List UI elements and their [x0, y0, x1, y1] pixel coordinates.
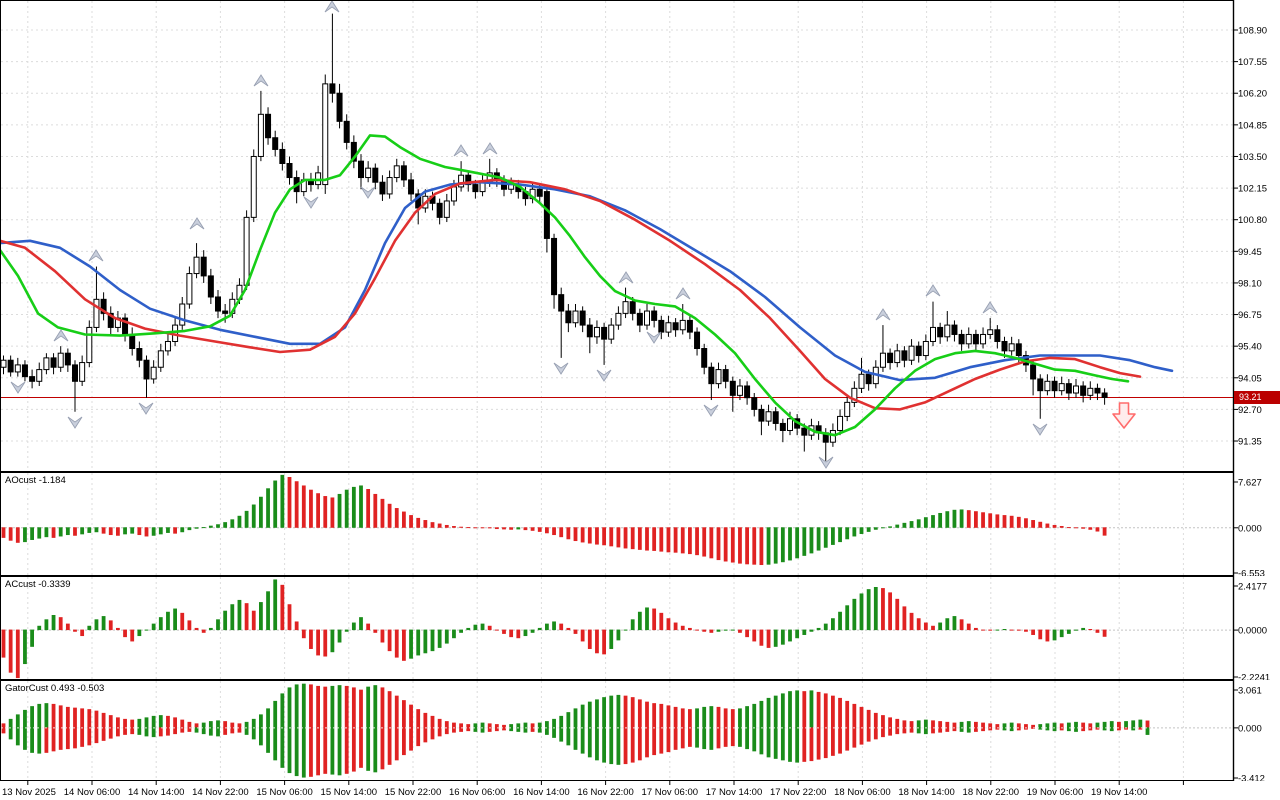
alligator-lips: [0, 134, 1130, 437]
svg-text:94.05: 94.05: [1238, 373, 1262, 384]
fractal-arrows: [10, 0, 1048, 469]
svg-text:19 Nov 06:00: 19 Nov 06:00: [1027, 787, 1084, 798]
svg-text:-2.2241: -2.2241: [1238, 673, 1270, 681]
fractal-down-icon: [67, 416, 83, 429]
price-grid: [1, 1, 1233, 470]
svg-text:100.80: 100.80: [1238, 215, 1267, 226]
GatorCust-histogram: [1, 683, 1150, 778]
fractal-down-icon: [360, 186, 376, 199]
svg-text:15 Nov 22:00: 15 Nov 22:00: [385, 787, 442, 798]
svg-text:18 Nov 06:00: 18 Nov 06:00: [834, 787, 891, 798]
fractal-down-icon: [553, 362, 569, 375]
candles-layer: [0, 13, 1108, 461]
fractal-down-icon: [138, 402, 154, 415]
svg-text:0.000: 0.000: [1238, 523, 1262, 534]
svg-text:107.55: 107.55: [1238, 57, 1267, 68]
svg-text:13 Nov 2025: 13 Nov 2025: [2, 787, 56, 798]
svg-text:14 Nov 06:00: 14 Nov 06:00: [64, 787, 121, 798]
svg-text:17 Nov 06:00: 17 Nov 06:00: [642, 787, 699, 798]
svg-text:17 Nov 14:00: 17 Nov 14:00: [706, 787, 763, 798]
fractal-up-icon: [982, 301, 998, 314]
aocust-indicator-pane[interactable]: 7.627 0.000 -6.553: [0, 472, 1280, 576]
fractal-up-icon: [189, 217, 205, 230]
svg-text:102.15: 102.15: [1238, 184, 1267, 195]
price-axis-labels: 108.90 107.55 106.20 104.85 103.50 102.15 100.…: [1233, 26, 1267, 448]
svg-text:0.0000: 0.0000: [1238, 626, 1267, 637]
svg-text:18 Nov 22:00: 18 Nov 22:00: [963, 787, 1020, 798]
svg-text:17 Nov 22:00: 17 Nov 22:00: [770, 787, 827, 798]
gatorcust-indicator-pane[interactable]: 3.061 0.000 -3.412: [0, 680, 1280, 781]
accust-label: ACcust -0.3339: [5, 579, 71, 590]
svg-text:0.000: 0.000: [1238, 723, 1262, 734]
fractal-down-icon: [10, 381, 26, 394]
svg-text:14 Nov 22:00: 14 Nov 22:00: [192, 787, 249, 798]
fractal-down-icon: [1032, 423, 1048, 436]
ACcust-grid: [1, 577, 1233, 679]
fractal-up-icon: [324, 0, 340, 13]
fractal-up-icon: [675, 287, 691, 300]
time-axis-ticks: [27, 781, 1184, 785]
ACcust-histogram: [1, 579, 1107, 679]
fractal-down-icon: [303, 196, 319, 209]
svg-text:103.50: 103.50: [1238, 152, 1267, 163]
svg-text:106.20: 106.20: [1238, 89, 1267, 100]
accust-indicator-pane[interactable]: 2.4177 0.0000 -2.2241: [0, 576, 1280, 680]
fractal-down-icon: [818, 456, 834, 469]
svg-text:95.40: 95.40: [1238, 342, 1262, 353]
fractal-up-icon: [875, 308, 891, 321]
gatorcust-label: GatorCust 0.493 -0.503: [5, 683, 105, 694]
svg-text:15 Nov 14:00: 15 Nov 14:00: [321, 787, 378, 798]
svg-text:96.75: 96.75: [1238, 310, 1262, 321]
aocust-label: AOcust -1.184: [5, 475, 66, 486]
fractal-up-icon: [618, 271, 634, 284]
svg-text:18 Nov 14:00: 18 Nov 14:00: [898, 787, 955, 798]
sell-signal-arrow-icon: [1112, 402, 1136, 429]
svg-text:16 Nov 14:00: 16 Nov 14:00: [513, 787, 570, 798]
svg-text:98.10: 98.10: [1238, 278, 1262, 289]
fractal-up-icon: [253, 74, 269, 87]
svg-text:15 Nov 06:00: 15 Nov 06:00: [256, 787, 313, 798]
main-chart-canvas[interactable]: 108.90 107.55 106.20 104.85 103.50 102.15 100.…: [0, 0, 1280, 472]
fractal-up-icon: [453, 144, 469, 157]
svg-text:92.70: 92.70: [1238, 405, 1262, 416]
svg-text:104.85: 104.85: [1238, 120, 1267, 131]
current-price-badge: 93.21: [1234, 390, 1280, 404]
svg-text:91.35: 91.35: [1238, 437, 1262, 448]
alligator-lines: [0, 134, 1174, 437]
svg-text:-3.412: -3.412: [1238, 774, 1265, 782]
svg-text:19 Nov 14:00: 19 Nov 14:00: [1091, 787, 1148, 798]
price-axis-hotzone[interactable]: [1233, 0, 1280, 781]
time-axis[interactable]: 13 Nov 2025 14 Nov 06:00 14 Nov 14:00 14 No…: [0, 781, 1280, 800]
alligator-teeth: [0, 178, 1142, 411]
svg-text:99.45: 99.45: [1238, 247, 1262, 258]
svg-text:14 Nov 14:00: 14 Nov 14:00: [128, 787, 185, 798]
ACcust-axis-labels: 2.4177 0.0000 -2.2241: [1233, 582, 1270, 681]
fractal-down-icon: [596, 369, 612, 382]
AOcust-axis-labels: 7.627 0.000 -6.553: [1233, 478, 1265, 577]
fractal-up-icon: [88, 249, 104, 262]
svg-text:16 Nov 22:00: 16 Nov 22:00: [577, 787, 634, 798]
svg-text:16 Nov 06:00: 16 Nov 06:00: [449, 787, 506, 798]
AOcust-histogram: [1, 474, 1107, 566]
fractal-up-icon: [53, 329, 69, 342]
time-axis-labels: 13 Nov 2025 14 Nov 06:00 14 Nov 14:00 14 No…: [2, 787, 1147, 798]
svg-text:7.627: 7.627: [1238, 478, 1262, 489]
fractal-down-icon: [646, 331, 662, 344]
svg-text:2.4177: 2.4177: [1238, 582, 1267, 593]
fractal-up-icon: [482, 142, 498, 155]
fractal-up-icon: [925, 284, 941, 297]
svg-text:3.061: 3.061: [1238, 686, 1262, 697]
GatorCust-axis-labels: 3.061 0.000 -3.412: [1233, 686, 1265, 782]
svg-text:108.90: 108.90: [1238, 26, 1267, 37]
svg-text:-6.553: -6.553: [1238, 569, 1265, 577]
fractal-down-icon: [703, 404, 719, 417]
alligator-jaw: [0, 180, 1174, 382]
